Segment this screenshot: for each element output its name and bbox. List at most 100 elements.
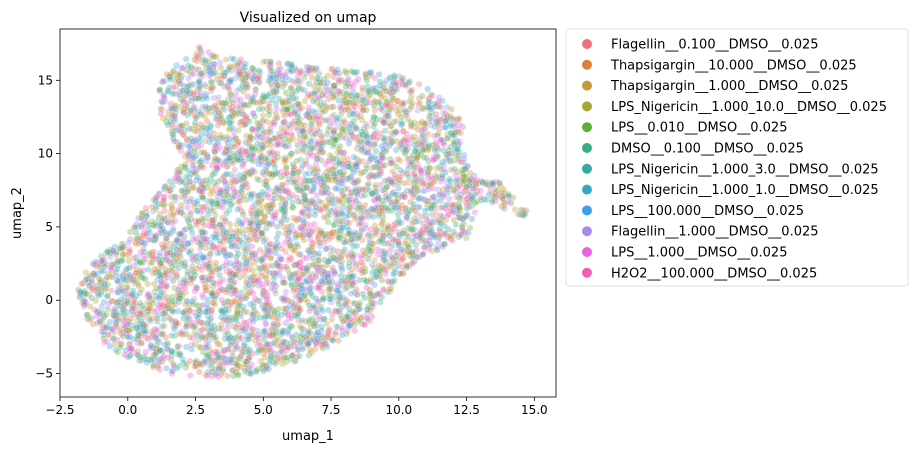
scatter-point [314,284,322,292]
scatter-point [257,99,265,106]
scatter-point [383,183,391,191]
scatter-point [233,253,240,261]
scatter-point [367,225,375,233]
scatter-point [211,110,219,117]
scatter-point [335,159,343,167]
scatter-point [414,160,421,168]
scatter-point [100,335,107,342]
scatter-point [226,220,234,228]
scatter-point [178,259,185,267]
scatter-point [241,120,249,128]
scatter-point [322,160,330,168]
scatter-point [335,300,343,308]
scatter-point [116,343,124,351]
scatter-point [194,317,202,325]
scatter-point [178,330,185,338]
scatter-point [353,125,361,133]
scatter-point [202,57,209,64]
scatter-point [454,145,462,153]
scatter-point [378,247,386,255]
scatter-point [281,71,289,78]
scatter-point [232,92,239,99]
scatter-point [388,260,396,268]
scatter-point [280,279,287,286]
scatter-point [450,216,458,224]
scatter-point [330,129,338,137]
scatter-point [302,160,310,168]
scatter-point [235,216,242,224]
scatter-point [134,332,142,340]
scatter-point [193,284,201,292]
scatter-point [187,279,195,287]
scatter-point [366,239,374,247]
scatter-point [266,240,274,248]
scatter-point [144,335,152,343]
scatter-point [324,176,332,183]
scatter-point [409,259,417,267]
scatter-point [185,143,193,151]
scatter-point [408,86,416,94]
scatter-point [338,187,345,195]
scatter-point [304,212,312,220]
scatter-point [376,298,384,306]
scatter-point [431,100,439,108]
scatter-point [335,76,342,84]
scatter-point [415,120,423,128]
scatter-point [238,162,246,170]
scatter-point [198,203,206,211]
scatter-point [125,327,133,335]
scatter-point [416,99,424,107]
scatter-point [105,299,113,307]
scatter-point [365,99,373,106]
scatter-point [379,286,387,294]
scatter-point [96,310,104,318]
scatter-point [113,265,121,273]
scatter-point [354,113,362,121]
scatter-point [380,119,388,127]
scatter-point [241,367,249,375]
scatter-point [239,324,247,332]
scatter-point [147,342,155,350]
scatter-point [465,204,473,212]
scatter-point [204,210,212,218]
scatter-point [190,81,197,89]
scatter-point [345,219,353,227]
scatter-point [335,234,343,242]
scatter-point [287,242,295,250]
scatter-point [157,301,164,308]
scatter-point [299,127,307,135]
scatter-point [195,79,203,86]
scatter-point [322,116,330,124]
scatter-point [191,113,199,121]
scatter-point [130,262,138,270]
scatter-point [186,372,194,379]
scatter-point [387,159,395,167]
scatter-point [496,180,503,187]
scatter-point [359,84,366,92]
scatter-point [418,92,426,100]
scatter-point [328,264,336,271]
scatter-point [244,92,252,100]
scatter-point [191,323,199,331]
scatter-point [277,265,285,273]
scatter-point [304,110,312,117]
scatter-point [319,109,326,116]
scatter-point [416,234,424,241]
scatter-point [290,163,298,171]
scatter-point [138,220,146,228]
scatter-point [132,269,140,276]
scatter-point [223,170,231,178]
scatter-point [399,230,406,238]
scatter-point [124,284,132,292]
scatter-point [206,250,214,258]
scatter-point [240,254,248,262]
scatter-point [375,71,383,78]
scatter-point [366,290,374,297]
scatter-point [372,231,380,238]
scatter-point [249,143,257,151]
scatter-point [437,178,445,185]
scatter-point [384,102,392,110]
scatter-point [144,311,152,319]
scatter-point [155,268,163,276]
scatter-point [326,86,334,94]
